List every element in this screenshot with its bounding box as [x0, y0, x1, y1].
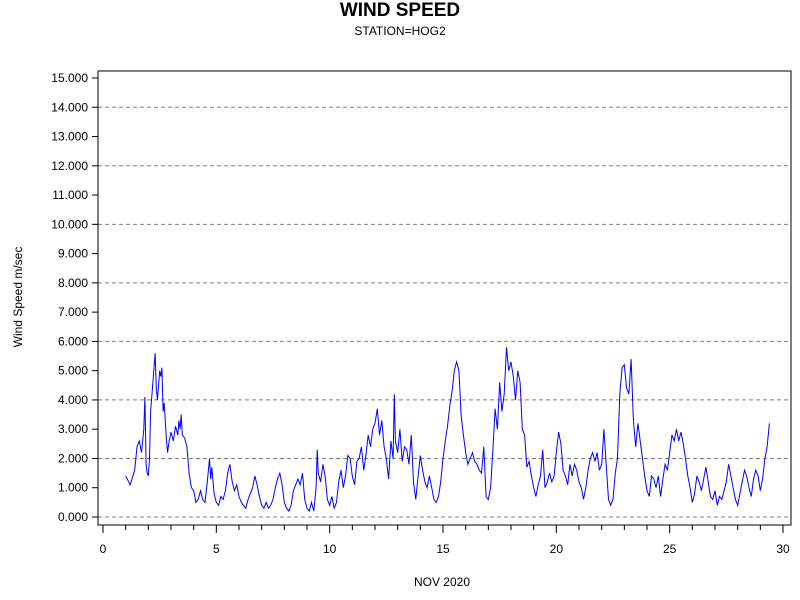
x-tick-label: 20	[550, 542, 564, 556]
y-tick-label: 0.000	[58, 510, 88, 524]
y-tick-label: 15.000	[51, 71, 88, 85]
y-tick-label: 12.000	[51, 159, 88, 173]
y-tick-label: 14.000	[51, 100, 88, 114]
x-tick-label: 10	[323, 542, 337, 556]
x-axis: 0 5 10 15 20 25 30	[100, 525, 790, 556]
x-tick-label: 0	[100, 542, 107, 556]
y-axis-title: Wind Speed m/sec	[11, 247, 25, 348]
y-axis: 0.000 1.000 2.000 3.000 4.000 5.000 6.000 7.000…	[51, 71, 98, 524]
chart-title: WIND SPEED	[339, 0, 461, 21]
y-tick-label: 8.000	[58, 276, 88, 290]
plot-frame	[97, 70, 792, 526]
y-tick-label: 3.000	[58, 422, 88, 436]
y-tick-label: 10.000	[51, 217, 88, 231]
x-tick-label: 25	[663, 542, 677, 556]
x-tick-label: 5	[213, 542, 220, 556]
y-tick-label: 4.000	[58, 393, 88, 407]
y-tick-label: 2.000	[58, 451, 88, 465]
y-tick-label: 11.000	[52, 188, 88, 202]
chart-subtitle: STATION=HOG2	[354, 24, 446, 38]
grid-lines	[98, 106, 791, 518]
y-tick-label: 7.000	[58, 305, 88, 319]
y-tick-label: 1.000	[58, 481, 88, 495]
y-tick-label: 6.000	[58, 334, 88, 348]
y-tick-label: 9.000	[58, 247, 88, 261]
y-tick-label: 5.000	[58, 364, 88, 378]
y-tick-label: 13.000	[51, 130, 88, 144]
x-axis-title: NOV 2020	[414, 575, 470, 589]
x-tick-label: 30	[776, 542, 790, 556]
series-group	[125, 347, 770, 513]
x-tick-label: 15	[436, 542, 450, 556]
series-line-0	[125, 347, 770, 513]
